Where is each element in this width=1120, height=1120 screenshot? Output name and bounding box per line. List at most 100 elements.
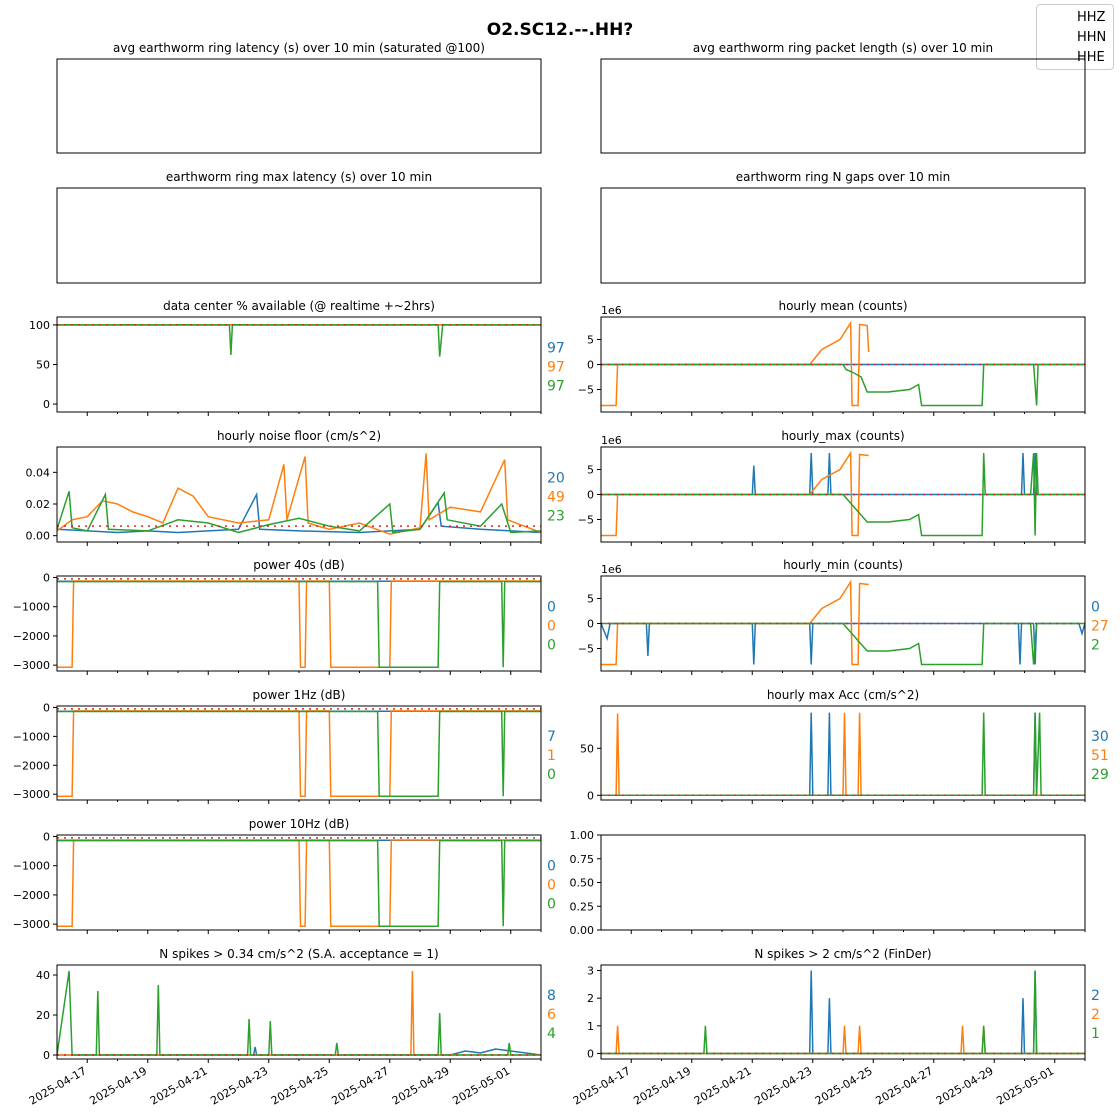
- y-offset-label: 1e6: [601, 304, 622, 317]
- series-line-hhe: [57, 580, 541, 668]
- y-tick-label: 0: [587, 1047, 594, 1060]
- panel-latency_avg: avg earthworm ring latency (s) over 10 m…: [56, 41, 542, 154]
- panel-title: hourly max Acc (cm/s^2): [767, 688, 919, 702]
- y-offset-label: 1e6: [601, 434, 622, 447]
- series-line-hhe: [601, 970, 1085, 1055]
- legend-entry-hhn: HHN: [1077, 30, 1107, 45]
- y-tick-label: 2: [587, 992, 594, 1005]
- y-tick-label: 0.00: [570, 924, 595, 937]
- series-line-hhe: [57, 970, 541, 1056]
- y-tick-label: −2000: [13, 889, 50, 902]
- side-count-label: 2: [1091, 988, 1100, 1004]
- series-line-hhn: [57, 453, 541, 535]
- y-tick-label: 0.02: [26, 498, 51, 511]
- series-line-hhe: [57, 324, 541, 357]
- y-tick-label: −2000: [13, 630, 50, 643]
- series-line-hhe: [57, 839, 541, 927]
- side-count-label: 29: [1091, 767, 1109, 783]
- axes-frame: [56, 187, 542, 284]
- y-offset-label: 1e6: [601, 563, 622, 576]
- panel-hourly_min: hourly_min (counts) −5 0 5 1e6 0 27 2: [578, 558, 1109, 675]
- axes-frame: [600, 705, 1086, 801]
- x-tick-label: 2025-04-19: [631, 1064, 693, 1107]
- panel-max_acc: hourly max Acc (cm/s^2) 0 50 30 51 29: [580, 688, 1109, 804]
- series-line-hhn: [601, 450, 869, 537]
- panel-title: avg earthworm ring latency (s) over 10 m…: [113, 41, 485, 55]
- panel-title: hourly noise floor (cm/s^2): [217, 429, 381, 443]
- y-tick-label: 50: [580, 742, 594, 755]
- y-tick-label: −1000: [13, 601, 50, 614]
- legend-entry-hhe: HHE: [1077, 50, 1105, 65]
- series-line-hhz: [601, 622, 1085, 665]
- axes-frame: [56, 705, 542, 801]
- panel-title: hourly_min (counts): [783, 558, 903, 572]
- y-tick-label: 0.00: [26, 530, 51, 543]
- y-tick-label: 0.75: [570, 853, 595, 866]
- series-line-hhn: [601, 1025, 1085, 1055]
- series-line-hhn: [57, 839, 541, 927]
- axes-frame: [56, 964, 542, 1060]
- series-line-hhn: [57, 970, 541, 1056]
- side-count-label: 0: [547, 859, 556, 875]
- side-count-label: 0: [547, 619, 556, 635]
- x-tick-label: 2025-04-29: [934, 1064, 996, 1107]
- side-count-label: 97: [547, 360, 565, 376]
- series-line-hhe: [601, 622, 1085, 666]
- axes-frame: [600, 187, 1086, 284]
- panel-power1: power 1Hz (dB) −3000 −2000 −1000 0 7 1 0: [13, 688, 556, 804]
- x-tick-label: 2025-05-01: [994, 1064, 1056, 1107]
- panel-empty: 0.00 0.25 0.50 0.75 1.00: [570, 829, 1086, 937]
- side-count-label: 51: [1091, 748, 1109, 764]
- side-count-label: 2: [1091, 638, 1100, 654]
- series-line-hhz: [57, 491, 541, 534]
- axes-frame: [56, 316, 542, 413]
- side-count-label: 97: [547, 341, 565, 357]
- side-count-label: 1: [547, 748, 556, 764]
- series-line-hhn: [601, 320, 870, 407]
- axes-frame: [56, 446, 542, 543]
- axes-frame: [600, 316, 1086, 413]
- x-tick-label: 2025-04-25: [813, 1064, 875, 1107]
- panel-hourly_max: hourly_max (counts) −5 0 5 1e6: [578, 429, 1086, 546]
- x-tick-label: 2025-04-25: [269, 1064, 331, 1107]
- x-tick-label: 2025-05-01: [450, 1064, 512, 1107]
- series-line-hhn: [57, 710, 541, 797]
- panel-ngaps: earthworm ring N gaps over 10 min: [600, 170, 1086, 284]
- legend-entry-hhz: HHZ: [1077, 10, 1106, 25]
- side-count-label: 7: [547, 729, 556, 745]
- series-line-hhe: [601, 363, 1085, 407]
- axes-frame: [600, 964, 1086, 1060]
- y-tick-label: −5: [578, 384, 594, 397]
- series-line-hhe: [57, 710, 541, 797]
- x-tick-label: 2025-04-23: [752, 1064, 814, 1107]
- panel-title: power 40s (dB): [253, 558, 344, 572]
- panel-power40: power 40s (dB) −3000 −2000 −1000 0 0 0 0: [13, 558, 556, 675]
- y-tick-label: 0.50: [570, 877, 595, 890]
- panel-title: hourly_max (counts): [781, 429, 904, 443]
- panel-title: earthworm ring N gaps over 10 min: [736, 170, 950, 184]
- side-count-label: 8: [547, 988, 556, 1004]
- y-tick-label: 0: [43, 398, 50, 411]
- y-tick-label: −2000: [13, 759, 50, 772]
- y-tick-label: 5: [587, 464, 594, 477]
- series-line-hhn: [601, 579, 869, 666]
- axes-frame: [600, 446, 1086, 543]
- side-count-label: 20: [547, 471, 565, 487]
- x-tick-label: 2025-04-19: [87, 1064, 149, 1107]
- series-line-hhz: [601, 452, 1085, 496]
- x-tick-label: 2025-04-21: [692, 1064, 754, 1107]
- panel-title: power 10Hz (dB): [249, 817, 350, 831]
- y-tick-label: −1000: [13, 860, 50, 873]
- y-tick-label: −5: [578, 643, 594, 656]
- x-tick-label: 2025-04-29: [390, 1064, 452, 1107]
- side-count-label: 2: [1091, 1007, 1100, 1023]
- y-tick-label: −3000: [13, 659, 50, 672]
- side-count-label: 30: [1091, 729, 1109, 745]
- y-tick-label: −5: [578, 514, 594, 527]
- side-count-label: 23: [547, 509, 565, 525]
- side-count-label: 0: [1091, 600, 1100, 616]
- y-tick-label: 20: [36, 1009, 50, 1022]
- y-tick-label: 5: [587, 334, 594, 347]
- panel-power10: power 10Hz (dB) −3000 −2000 −1000 0 0 0 0: [13, 817, 556, 934]
